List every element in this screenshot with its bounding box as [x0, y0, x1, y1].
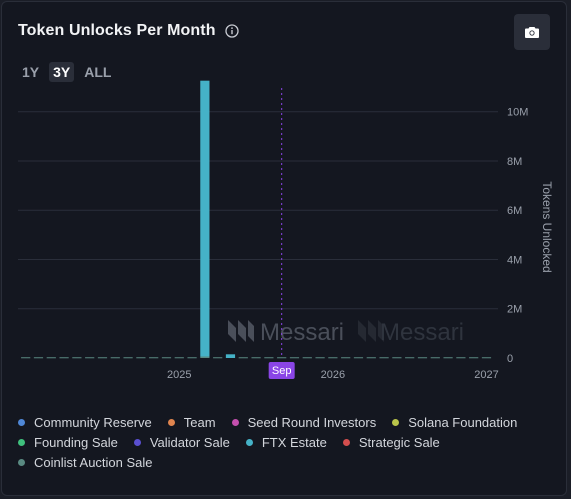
- legend-item[interactable]: Team: [167, 414, 216, 430]
- legend-label: FTX Estate: [261, 434, 327, 450]
- messari-logo-icon-faded: [358, 320, 384, 342]
- y-tick-label: 0: [507, 353, 513, 365]
- bar-baseline[interactable]: [123, 357, 133, 359]
- tab-3y[interactable]: 3Y: [49, 62, 75, 82]
- bar-baseline[interactable]: [353, 357, 364, 359]
- bar-baseline[interactable]: [85, 357, 95, 359]
- grid-lines: [18, 111, 498, 310]
- bar-baseline[interactable]: [264, 357, 274, 359]
- bar-baseline[interactable]: [277, 357, 287, 359]
- bar-baseline[interactable]: [136, 357, 146, 359]
- bar-baseline[interactable]: [481, 357, 492, 359]
- bar-baseline[interactable]: [456, 357, 466, 359]
- bar-segment[interactable]: [200, 356, 210, 358]
- legend-item[interactable]: FTX Estate: [245, 434, 327, 450]
- bar-baseline[interactable]: [469, 357, 479, 359]
- y-axis-label: Tokens Unlocked: [540, 181, 554, 272]
- legend-label: Team: [183, 414, 216, 430]
- bar-baseline[interactable]: [315, 357, 325, 359]
- legend-label: Founding Sale: [34, 434, 118, 450]
- bar-segment[interactable]: [225, 354, 236, 358]
- legend-label: Strategic Sale: [358, 434, 440, 450]
- bar-baseline[interactable]: [238, 357, 248, 359]
- bar-baseline[interactable]: [251, 357, 261, 359]
- bar-baseline[interactable]: [430, 357, 440, 359]
- today-label: Sep: [272, 365, 292, 377]
- bar-baseline[interactable]: [366, 357, 376, 359]
- bar-baseline[interactable]: [341, 357, 351, 359]
- bar-baseline[interactable]: [97, 357, 108, 359]
- legend-swatch: [18, 418, 25, 426]
- bar-baseline[interactable]: [21, 357, 31, 359]
- bar-baseline[interactable]: [46, 357, 56, 359]
- y-tick-label: 2M: [507, 304, 522, 316]
- bars: [21, 80, 492, 359]
- legend-swatch: [133, 438, 141, 446]
- legend: Community Reserve Team Seed Round Investor…: [18, 414, 558, 470]
- bar-baseline[interactable]: [72, 357, 82, 359]
- bar-baseline[interactable]: [33, 357, 44, 359]
- y-tick-label: 4M: [507, 254, 522, 266]
- tab-1y[interactable]: 1Y: [22, 64, 40, 80]
- bar-baseline[interactable]: [174, 357, 184, 359]
- watermark-text-faded: Messari: [380, 319, 464, 346]
- bar-baseline[interactable]: [213, 357, 223, 359]
- bar-baseline[interactable]: [443, 357, 453, 359]
- legend-swatch: [245, 438, 253, 446]
- tab-all[interactable]: ALL: [84, 64, 112, 80]
- bar-baseline[interactable]: [328, 357, 338, 359]
- legend-item[interactable]: Community Reserve: [18, 414, 152, 430]
- legend-item[interactable]: Strategic Sale: [342, 434, 440, 450]
- bar-baseline[interactable]: [405, 357, 415, 359]
- watermark: Messari Messari: [228, 319, 464, 346]
- legend-swatch: [342, 438, 350, 446]
- y-tick-label: 8M: [507, 156, 522, 168]
- legend-swatch: [18, 458, 25, 466]
- legend-swatch: [18, 438, 25, 446]
- legend-item[interactable]: Solana Foundation: [392, 414, 518, 430]
- today-marker: Sep: [268, 88, 295, 379]
- time-range-tabs: 1Y 3Y ALL: [18, 62, 115, 82]
- bar-baseline[interactable]: [161, 357, 172, 359]
- legend-label: Coinlist Auction Sale: [34, 454, 153, 470]
- legend-label: Validator Sale: [149, 434, 230, 450]
- bar-baseline[interactable]: [149, 357, 159, 359]
- bar-baseline[interactable]: [379, 357, 389, 359]
- title-row: Token Unlocks Per Month: [18, 22, 239, 40]
- legend-swatch: [167, 418, 175, 426]
- legend-item[interactable]: Validator Sale: [133, 434, 230, 450]
- x-tick-label: 2026: [321, 369, 345, 381]
- y-tick-label: 6M: [507, 205, 522, 217]
- legend-swatch: [231, 418, 239, 426]
- bar-baseline[interactable]: [59, 357, 69, 359]
- legend-label: Solana Foundation: [408, 414, 518, 430]
- legend-label: Community Reserve: [34, 414, 152, 430]
- bar-baseline[interactable]: [392, 357, 402, 359]
- info-icon[interactable]: [224, 24, 239, 38]
- x-tick-label: 2025: [167, 369, 191, 381]
- bar-baseline[interactable]: [302, 357, 312, 359]
- bar-baseline[interactable]: [187, 357, 197, 359]
- legend-label: Seed Round Investors: [247, 414, 377, 430]
- bar-baseline[interactable]: [289, 357, 300, 359]
- legend-item[interactable]: Coinlist Auction Sale: [18, 454, 153, 470]
- y-tick-label: 10M: [507, 107, 528, 119]
- chart-title: Token Unlocks Per Month: [18, 22, 216, 39]
- x-tick-label: 2027: [474, 369, 498, 381]
- legend-item[interactable]: Seed Round Investors: [231, 414, 377, 430]
- download-image-button[interactable]: [514, 14, 550, 50]
- x-axis-ticks: 2025 2026 2027: [167, 369, 499, 381]
- messari-logo-icon: [228, 320, 254, 342]
- bar-baseline[interactable]: [110, 357, 120, 359]
- y-axis-ticks: 0 2M 4M 6M 8M 10M: [507, 107, 528, 365]
- today-badge: [268, 362, 295, 379]
- legend-item[interactable]: Founding Sale: [18, 434, 118, 450]
- camera-icon: [525, 27, 539, 38]
- bar-baseline[interactable]: [417, 357, 428, 359]
- watermark-text: Messari: [260, 319, 344, 346]
- legend-swatch: [392, 418, 400, 426]
- bar-segment[interactable]: [200, 80, 210, 357]
